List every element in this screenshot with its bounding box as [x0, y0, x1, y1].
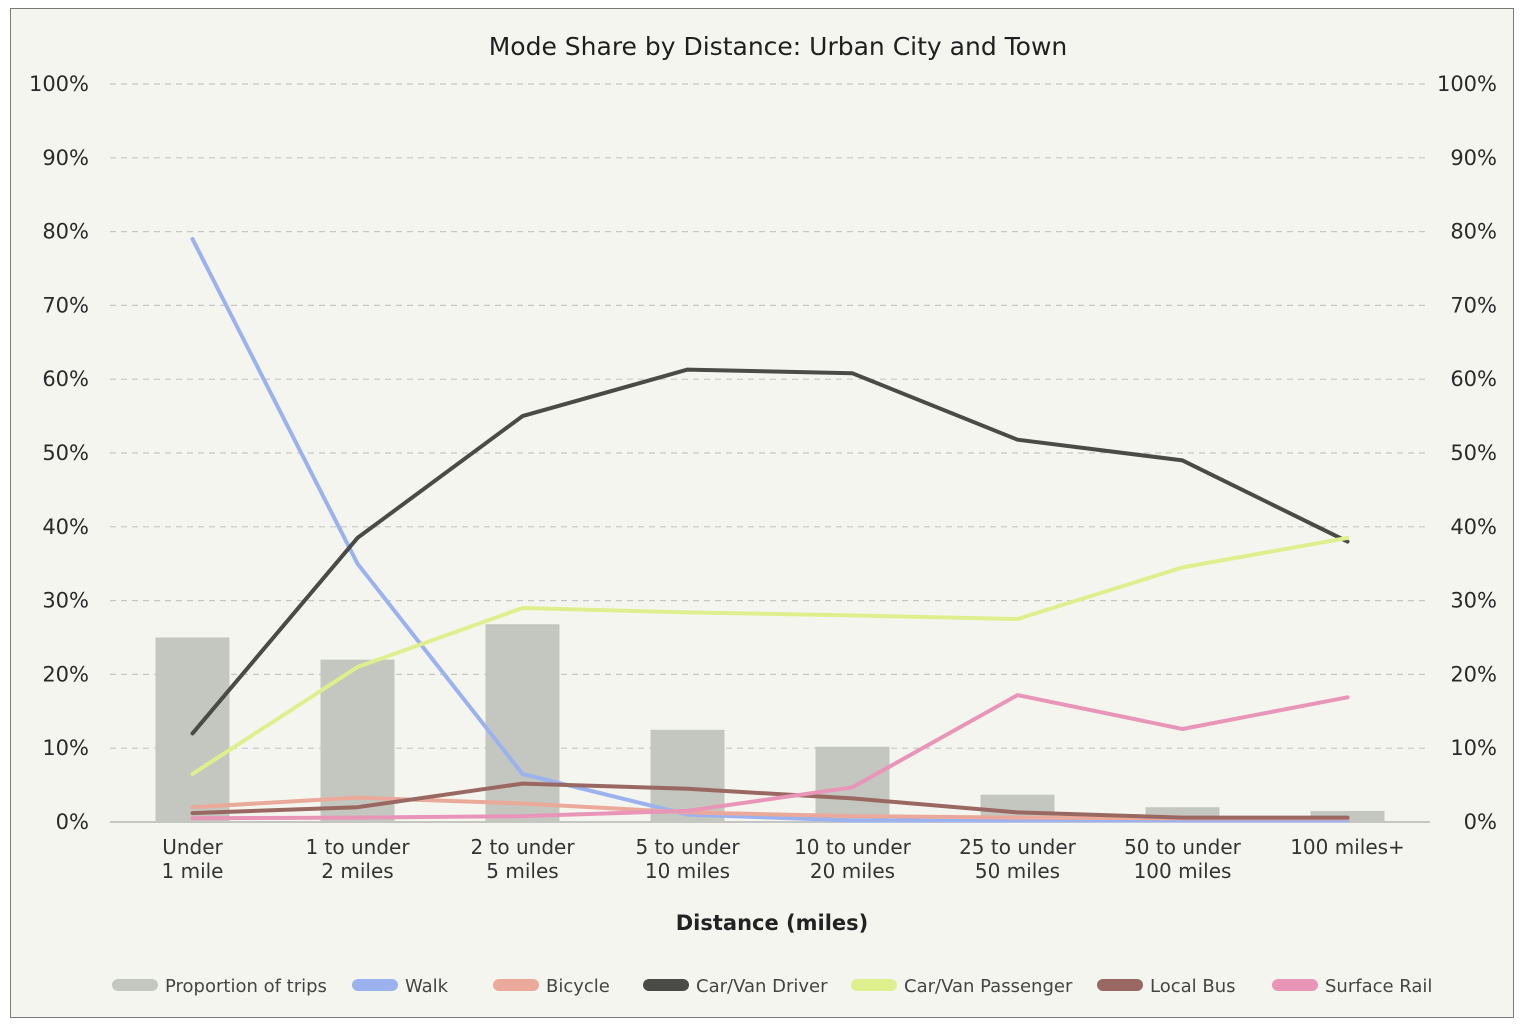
- x-tick-label: 1 mile: [162, 859, 224, 883]
- y-tick-label-right: 80%: [1450, 220, 1497, 244]
- x-tick-label: 10 to under: [794, 835, 912, 859]
- y-tick-label-left: 40%: [42, 515, 89, 539]
- y-tick-label-right: 50%: [1450, 441, 1497, 465]
- legend-label-proportion-of-trips: Proportion of trips: [165, 976, 327, 997]
- line-series: [190, 237, 1350, 823]
- y-tick-label-left: 10%: [42, 736, 89, 760]
- line-walk: [190, 237, 1350, 823]
- legend-swatch-proportion-of-trips: [112, 979, 158, 991]
- legend-label-bicycle: Bicycle: [546, 976, 610, 997]
- x-tick-label: 5 to under: [635, 835, 740, 859]
- y-tick-label-left: 100%: [29, 72, 89, 96]
- y-tick-label-left: 30%: [42, 589, 89, 613]
- x-tick-label: Under: [162, 835, 223, 859]
- y-tick-label-right: 60%: [1450, 367, 1497, 391]
- y-axis-right: 0% 10% 20% 30% 40% 50% 60% 70% 80% 90% 100%: [1437, 72, 1497, 834]
- x-tick-label: 5 miles: [486, 859, 558, 883]
- legend-swatch-local-bus: [1097, 979, 1143, 991]
- bar-proportion-of-trips: [815, 746, 890, 822]
- legend-label-car-van-driver: Car/Van Driver: [696, 976, 828, 997]
- gridlines: [110, 83, 1430, 823]
- bar-series: [155, 624, 1385, 822]
- y-tick-label-right: 0%: [1464, 810, 1497, 834]
- bar-proportion-of-trips: [155, 637, 230, 822]
- legend: Proportion of trips Walk Bicycle Car/Van Dr…: [112, 976, 1432, 997]
- y-tick-label-right: 30%: [1450, 589, 1497, 613]
- y-tick-label-right: 100%: [1437, 72, 1497, 96]
- y-tick-label-left: 80%: [42, 220, 89, 244]
- y-tick-label-left: 0%: [56, 810, 89, 834]
- line-local-bus: [190, 781, 1350, 820]
- legend-swatch-car-van-driver: [643, 979, 689, 991]
- legend-swatch-walk: [352, 979, 398, 991]
- x-tick-label: 50 miles: [975, 859, 1060, 883]
- y-tick-label-right: 20%: [1450, 662, 1497, 686]
- legend-label-walk: Walk: [405, 976, 449, 997]
- bar-proportion-of-trips: [320, 659, 395, 822]
- y-tick-label-left: 90%: [42, 146, 89, 170]
- y-tick-label-right: 70%: [1450, 293, 1497, 317]
- x-tick-label: 50 to under: [1124, 835, 1242, 859]
- line-surface-rail: [190, 693, 1350, 821]
- y-tick-label-left: 70%: [42, 293, 89, 317]
- y-tick-label-left: 50%: [42, 441, 89, 465]
- x-tick-label: 2 miles: [321, 859, 393, 883]
- x-tick-label: 10 miles: [645, 859, 730, 883]
- legend-swatch-surface-rail: [1272, 979, 1318, 991]
- legend-label-local-bus: Local Bus: [1150, 976, 1236, 997]
- line-car-van-passenger: [190, 535, 1350, 776]
- x-tick-label: 100 miles: [1134, 859, 1232, 883]
- x-tick-label: 25 to under: [959, 835, 1077, 859]
- y-tick-label-left: 20%: [42, 662, 89, 686]
- legend-swatch-bicycle: [493, 979, 539, 991]
- x-tick-label: 100 miles+: [1290, 835, 1405, 859]
- x-tick-label: 20 miles: [810, 859, 895, 883]
- x-tick-label: 1 to under: [305, 835, 410, 859]
- y-tick-label-right: 90%: [1450, 146, 1497, 170]
- y-axis-left: 0% 10% 20% 30% 40% 50% 60% 70% 80% 90% 100%: [29, 72, 89, 834]
- bar-proportion-of-trips: [485, 624, 560, 822]
- y-tick-label-right: 40%: [1450, 515, 1497, 539]
- line-car-van-driver: [190, 367, 1350, 736]
- chart-title: Mode Share by Distance: Urban City and T…: [489, 32, 1068, 61]
- legend-label-car-van-passenger: Car/Van Passenger: [904, 976, 1073, 997]
- y-tick-label-left: 60%: [42, 367, 89, 391]
- chart-frame: [10, 8, 1514, 1018]
- y-tick-label-right: 10%: [1450, 736, 1497, 760]
- x-tick-label: 2 to under: [470, 835, 575, 859]
- legend-label-surface-rail: Surface Rail: [1325, 976, 1432, 997]
- x-axis-title: Distance (miles): [676, 911, 869, 935]
- legend-swatch-car-van-passenger: [851, 979, 897, 991]
